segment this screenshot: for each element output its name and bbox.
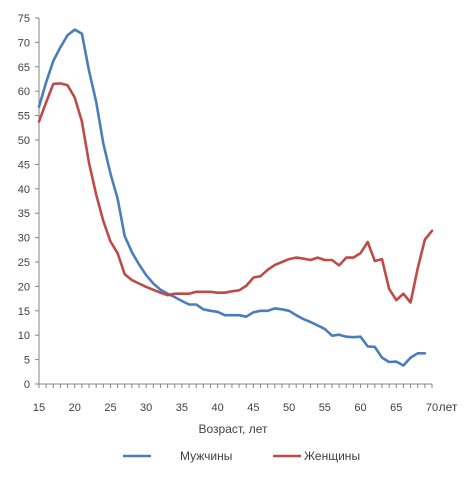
- y-tick-label: 35: [18, 208, 30, 220]
- x-tick-label: 30: [140, 402, 152, 414]
- axes: 0 5 10 15 20 25 30 35 40 45 50 55 60 65 70 75 15 20 25 30 35…: [18, 13, 438, 414]
- x-tick-label: 65: [390, 402, 402, 414]
- x-tick-label: 70: [426, 402, 438, 414]
- legend-label-women: Женщины: [304, 449, 360, 463]
- y-tick-label: 5: [24, 355, 30, 367]
- series-line-men: [37, 28, 427, 367]
- y-tick-label: 40: [18, 184, 30, 196]
- x-axis-title: Возраст, лет: [199, 422, 269, 436]
- y-tick-label: 20: [18, 281, 30, 293]
- x-tick-label: 50: [283, 402, 295, 414]
- y-tick-label: 0: [24, 379, 30, 391]
- series-line-women: [37, 82, 434, 304]
- axis-labels: Возраст, лет лет: [199, 400, 458, 436]
- y-tick-label: 15: [18, 306, 30, 318]
- legend-label-men: Мужчины: [180, 449, 232, 463]
- x-tick-label: 25: [104, 402, 116, 414]
- y-tick-label: 60: [18, 86, 30, 98]
- y-tick-label: 50: [18, 135, 30, 147]
- x-axis-unit-label: лет: [439, 400, 458, 414]
- x-tick-label: 55: [319, 402, 331, 414]
- x-tick-label: 20: [69, 402, 81, 414]
- series-lines: [37, 28, 434, 367]
- y-tick-label: 65: [18, 62, 30, 74]
- x-tick-label: 60: [354, 402, 366, 414]
- x-tick-label: 15: [33, 402, 45, 414]
- y-tick-label: 55: [18, 111, 30, 123]
- y-tick-label: 30: [18, 233, 30, 245]
- y-tick-label: 10: [18, 330, 30, 342]
- y-tick-label: 25: [18, 257, 30, 269]
- y-tick-label: 45: [18, 159, 30, 171]
- x-tick-label: 35: [176, 402, 188, 414]
- legend: Мужчины Женщины: [123, 449, 360, 463]
- x-tick-label: 45: [247, 402, 259, 414]
- y-tick-label: 75: [18, 13, 30, 25]
- x-tick-label: 40: [212, 402, 224, 414]
- y-tick-label: 70: [18, 37, 30, 49]
